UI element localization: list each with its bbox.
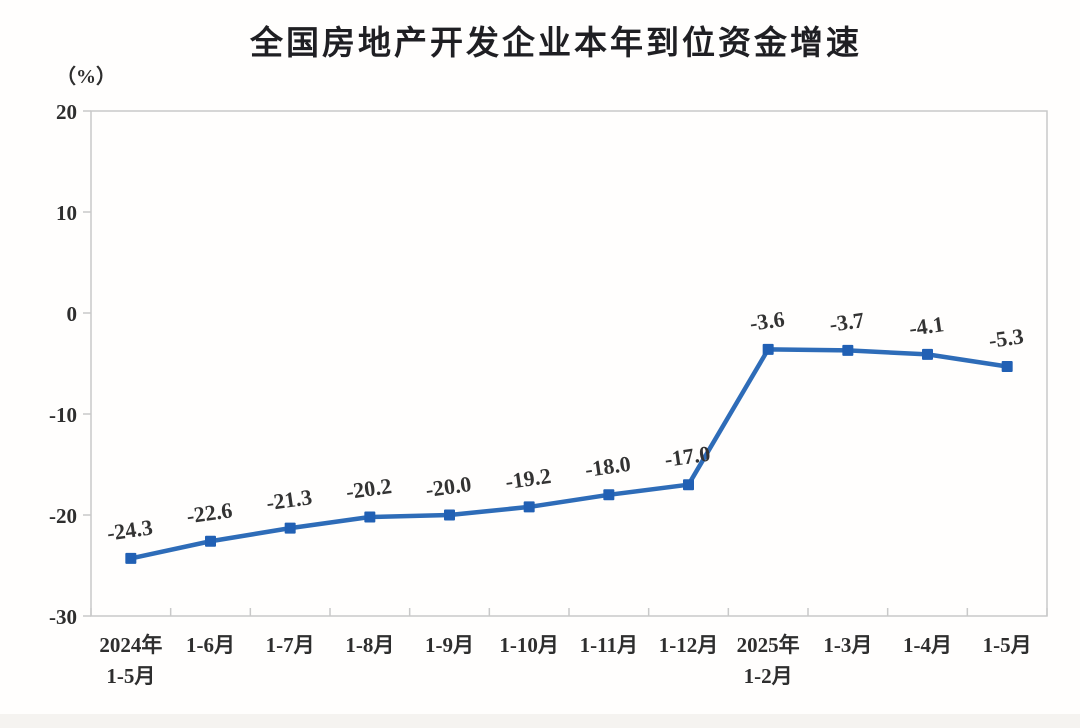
x-axis-tick-label: 1-12月 bbox=[659, 633, 719, 657]
y-axis-tick-label: -30 bbox=[49, 605, 77, 629]
y-axis-tick-label: -20 bbox=[49, 504, 77, 528]
data-point-marker bbox=[523, 501, 535, 513]
data-point-marker bbox=[364, 511, 376, 523]
series-line bbox=[128, 347, 1010, 561]
data-point-label: -5.3 bbox=[987, 323, 1025, 353]
data-point-marker bbox=[762, 343, 774, 355]
x-axis-tick-label: 1-7月 bbox=[266, 633, 315, 657]
data-point-marker bbox=[842, 344, 854, 356]
data-point-label: -24.3 bbox=[105, 514, 154, 545]
x-axis-tick-label: 1-3月 bbox=[823, 633, 872, 657]
plot-border bbox=[90, 110, 1048, 617]
data-point-marker bbox=[603, 489, 615, 501]
data-point-label: -3.6 bbox=[748, 306, 786, 336]
data-point-marker bbox=[125, 552, 137, 564]
y-axis-tick-label: -10 bbox=[49, 403, 77, 427]
data-point-marker bbox=[284, 522, 296, 534]
data-point-label: -21.3 bbox=[265, 484, 314, 515]
chart-title: 全国房地产开发企业本年到位资金增速 bbox=[250, 24, 862, 61]
data-point-label: -17.0 bbox=[663, 441, 712, 472]
data-point-marker bbox=[922, 348, 933, 360]
x-axis-tick-label: 1-2月 bbox=[744, 664, 793, 688]
data-point-marker bbox=[683, 479, 694, 491]
y-axis-tick-label: 10 bbox=[56, 201, 77, 225]
y-axis-tick-label: 20 bbox=[56, 100, 77, 124]
x-axis-tick-label: 2024年 bbox=[99, 633, 162, 657]
data-point-label: -19.2 bbox=[504, 463, 553, 494]
data-point-marker bbox=[205, 535, 216, 547]
data-point-label: -4.1 bbox=[907, 311, 945, 341]
x-axis-tick-label: 1-4月 bbox=[903, 633, 952, 657]
y-axis-tick-label: 0 bbox=[67, 302, 78, 326]
y-axis-unit-label: （%） bbox=[56, 66, 116, 88]
x-axis-tick-label: 1-5月 bbox=[106, 664, 155, 688]
x-axis-tick-label: 2025年 bbox=[737, 633, 800, 657]
x-axis-tick-label: 1-5月 bbox=[983, 633, 1032, 657]
data-point-marker bbox=[1001, 361, 1013, 373]
x-axis-tick-label: 1-11月 bbox=[580, 633, 638, 657]
data-point-label: -20.0 bbox=[424, 471, 473, 502]
bottom-scroll-strip bbox=[0, 714, 1080, 728]
data-point-label: -3.7 bbox=[828, 307, 866, 337]
data-point-label: -18.0 bbox=[583, 451, 632, 482]
x-axis-tick-label: 1-6月 bbox=[186, 633, 235, 657]
x-axis-tick-label: 1-8月 bbox=[345, 633, 394, 657]
x-axis-tick-label: 1-10月 bbox=[499, 633, 559, 657]
data-point-label: -22.6 bbox=[185, 497, 234, 528]
data-point-label: -20.2 bbox=[344, 473, 393, 504]
x-axis-tick-label: 1-9月 bbox=[425, 633, 474, 657]
data-point-marker bbox=[444, 509, 455, 521]
